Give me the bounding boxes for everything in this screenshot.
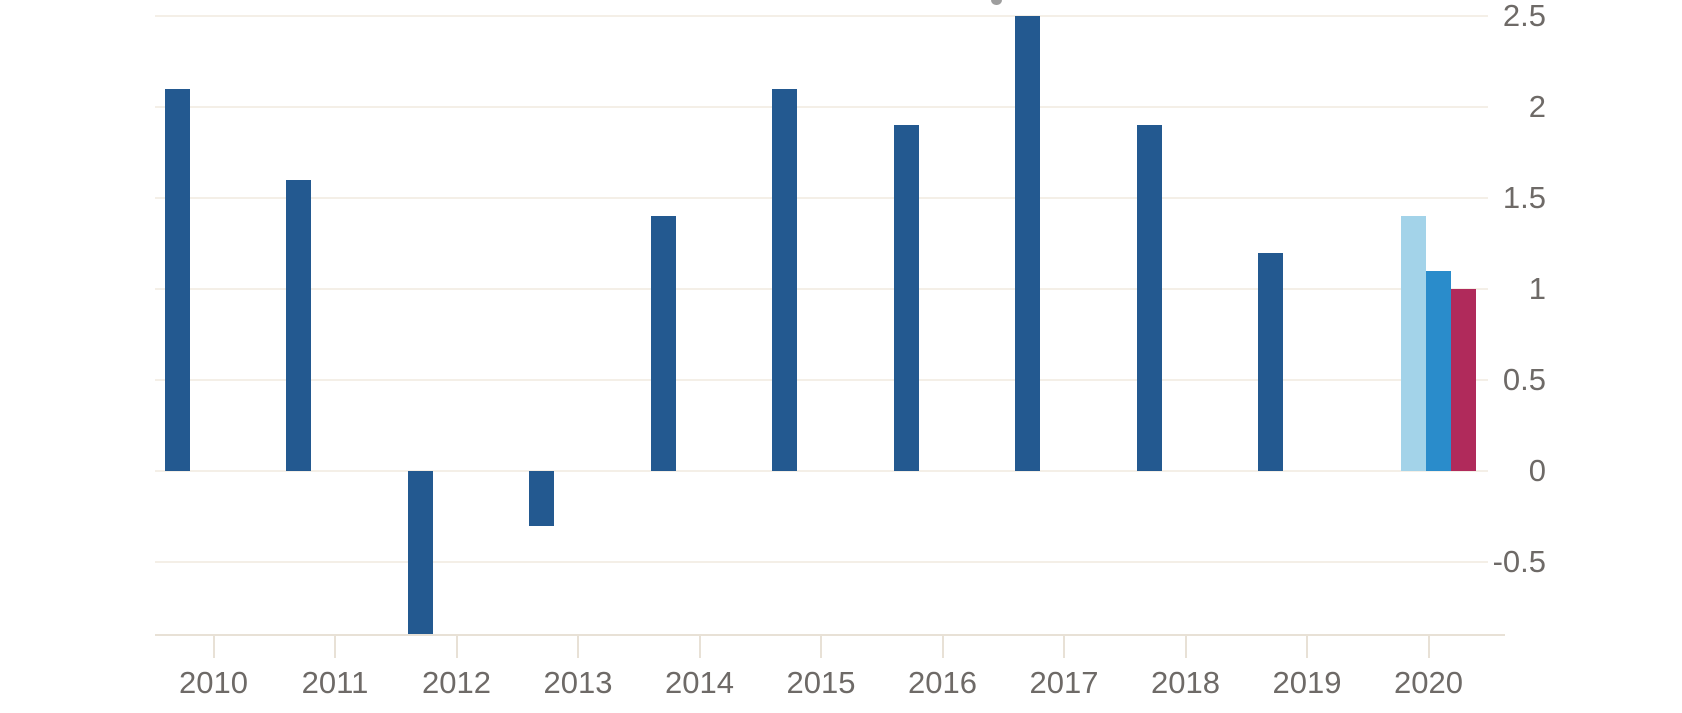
x-tick-label-2010: 2010 <box>179 665 248 700</box>
x-axis-tick-2017 <box>1063 636 1065 658</box>
gridline-0 <box>155 470 1488 472</box>
gridline-0.5 <box>155 379 1488 381</box>
bar-2012 <box>407 471 433 635</box>
x-tick-label-2017: 2017 <box>1029 665 1099 700</box>
gridline-1 <box>155 288 1488 290</box>
bar-2014 <box>650 216 676 471</box>
gridline-1.5 <box>155 197 1488 199</box>
forecast-bar-blue <box>1426 270 1451 471</box>
bar-2018 <box>1136 125 1162 471</box>
x-tick-label-2019: 2019 <box>1272 665 1342 700</box>
bar-2011 <box>286 179 311 471</box>
x-axis-tick-2014 <box>698 636 701 658</box>
y-tick-label: 1.5 <box>1502 180 1546 215</box>
y-tick-label: -0.5 <box>1492 544 1546 579</box>
gridline-2 <box>155 106 1488 108</box>
y-tick-label: 1 <box>1528 271 1546 306</box>
x-tick-label-2012: 2012 <box>422 665 491 700</box>
x-axis-tick-2018 <box>1184 636 1187 658</box>
x-axis-tick-2016 <box>941 636 944 658</box>
bar-2015 <box>772 88 797 471</box>
x-axis-tick-2010 <box>212 636 215 658</box>
forecast-bar-crimson <box>1451 289 1476 471</box>
x-axis-line <box>155 634 1505 636</box>
x-tick-label-2018: 2018 <box>1151 665 1220 700</box>
x-axis-tick-2015 <box>820 636 822 658</box>
y-tick-label: 0.5 <box>1502 362 1546 397</box>
x-tick-label-2014: 2014 <box>665 665 734 700</box>
x-axis-tick-2013 <box>577 636 579 658</box>
x-tick-label-2013: 2013 <box>543 665 613 700</box>
bar-2016 <box>893 125 919 471</box>
y-tick-label: 2 <box>1528 89 1546 124</box>
bar-2019 <box>1258 252 1283 471</box>
x-axis-tick-2019 <box>1306 636 1308 658</box>
forecast-bar-light-blue <box>1401 216 1426 471</box>
bar-2017 <box>1015 16 1040 471</box>
x-tick-label-2020: 2020 <box>1394 665 1463 700</box>
bar-2013 <box>529 471 554 526</box>
x-axis-tick-2011 <box>334 636 336 658</box>
x-axis-tick-2020 <box>1427 636 1430 658</box>
y-tick-label: 2.5 <box>1502 0 1546 33</box>
x-axis-tick-2012 <box>455 636 458 658</box>
x-tick-label-2011: 2011 <box>301 665 369 700</box>
gridline--0.5 <box>155 561 1488 563</box>
clipped-annotation-fragment <box>991 0 1002 5</box>
x-tick-label-2015: 2015 <box>786 665 856 700</box>
gridline-2.5 <box>155 15 1488 17</box>
bar-2010 <box>164 88 190 471</box>
x-tick-label-2016: 2016 <box>908 665 977 700</box>
y-tick-label: 0 <box>1528 453 1546 488</box>
